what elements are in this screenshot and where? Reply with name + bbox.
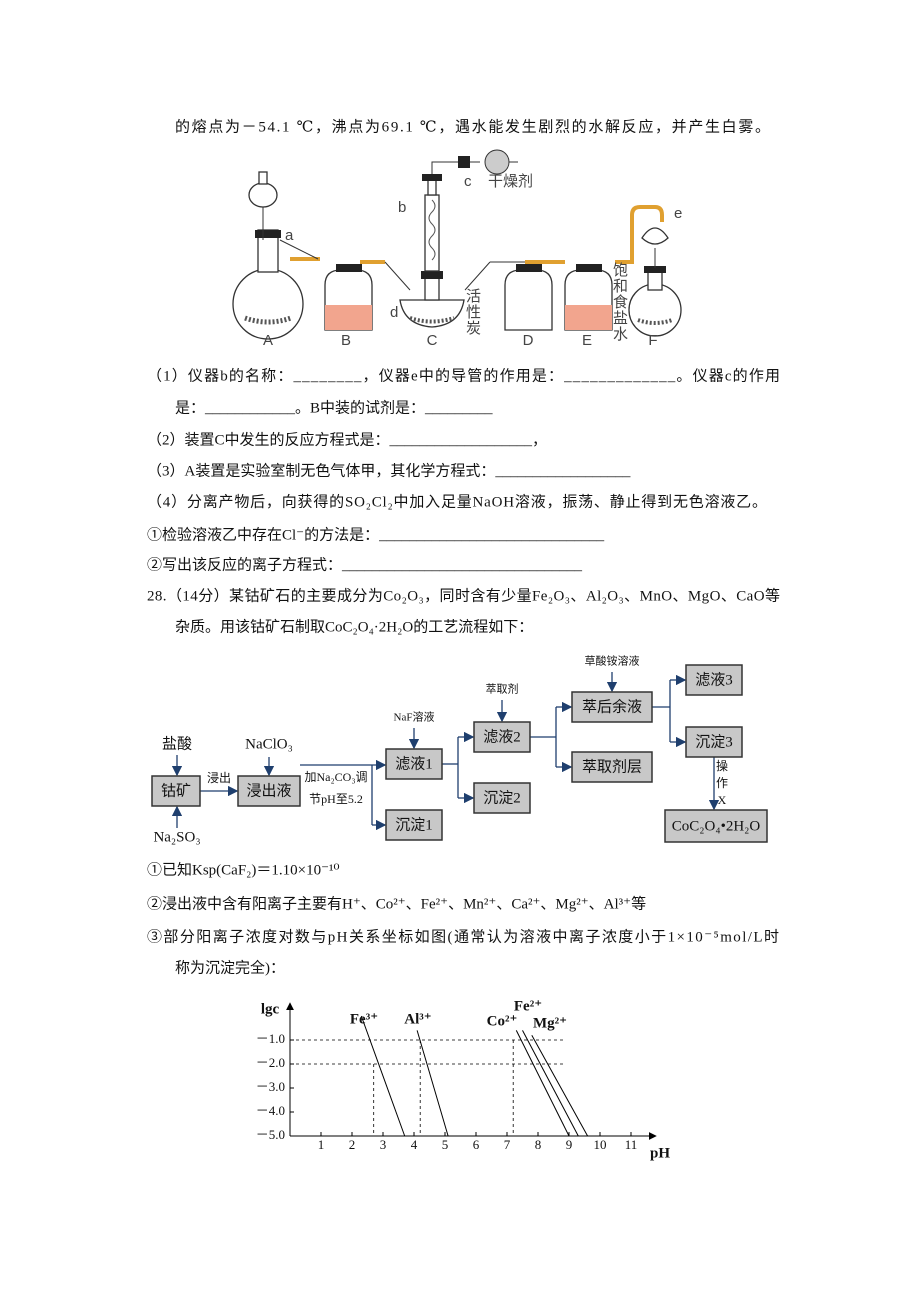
flow-node-label: 滤液3	[695, 671, 733, 688]
question-line: 是：____________。B中装的试剂是：_________	[175, 399, 493, 416]
flow-node-label: 沉淀3	[695, 733, 733, 750]
ion-label: Co²⁺	[487, 1013, 518, 1029]
ion-line	[360, 1015, 406, 1137]
ion-line	[531, 1034, 589, 1137]
y-tick-label: －2.0	[256, 1055, 285, 1070]
label-carbon: 性	[466, 304, 481, 321]
y-tick-label: －5.0	[256, 1127, 285, 1142]
y-tick-label: －1.0	[256, 1031, 285, 1046]
question-line: ②写出该反应的离子方程式：___________________________…	[147, 555, 583, 573]
label-b: b	[398, 199, 406, 216]
problem-line: 28.（14分）某钴矿石的主要成分为Co₂O₃，同时含有少量Fe₂O₃、Al₂O…	[147, 586, 780, 604]
x-tick-label: 5	[442, 1137, 449, 1152]
flow-node-label: CoC₂O₄•2H₂O	[672, 818, 761, 834]
flow-node	[151, 775, 201, 807]
x-tick-label: 9	[566, 1137, 573, 1152]
flowchart-arrows	[171, 672, 720, 831]
x-tick-label: 10	[594, 1137, 607, 1152]
note-line: ②浸出液中含有阳离子主要有H⁺、Co²⁺、Fe²⁺、Mn²⁺、Ca²⁺、Mg²⁺…	[147, 894, 646, 912]
ion-label: Mg²⁺	[533, 1015, 567, 1031]
x-tick-label: 2	[349, 1137, 356, 1152]
label-d: d	[390, 304, 398, 321]
x-tick-label: 8	[535, 1137, 542, 1152]
flow-node	[571, 751, 653, 783]
x-axis-label: pH	[650, 1145, 670, 1161]
question-line: ①检验溶液乙中存在Cl⁻的方法是：_______________________…	[147, 526, 605, 543]
step-label: 作	[716, 776, 728, 790]
unit-label: B	[341, 332, 351, 349]
unit-label: C	[427, 332, 438, 349]
label-drying-agent: 干燥剂	[488, 173, 533, 190]
flow-node	[685, 664, 743, 696]
flow-node	[571, 691, 653, 723]
unit-label: F	[648, 332, 657, 349]
flow-node	[237, 775, 301, 807]
flow-node	[664, 809, 768, 843]
x-tick-label: 11	[625, 1137, 638, 1152]
note-line: ③部分阳离子浓度对数与pH关系坐标如图(通常认为溶液中离子浓度小于1×10⁻⁵m…	[147, 928, 779, 945]
flow-node-label: 萃后余液	[582, 697, 642, 715]
x-tick-label: 7	[504, 1137, 511, 1152]
step-label: 节pH至5.2	[309, 792, 363, 806]
label-brine: 食	[613, 294, 628, 311]
reagent-label: 盐酸	[162, 735, 192, 752]
flow-node-label: 浸出液	[246, 782, 291, 799]
label-brine: 盐	[613, 310, 628, 327]
flow-node-label: 萃取剂层	[582, 758, 642, 775]
label-carbon: 活	[466, 288, 481, 305]
flow-node-label: 滤液2	[483, 728, 521, 745]
step-label: X	[718, 793, 727, 807]
label-carbon: 炭	[466, 320, 481, 337]
label-brine: 水	[613, 326, 628, 343]
flow-node-label: 钴矿	[161, 782, 191, 799]
step-label: 操	[716, 758, 728, 773]
x-tick-label: 4	[411, 1137, 418, 1152]
step-label: 加Na₂CO₃调	[304, 770, 367, 784]
unit-label: E	[582, 332, 592, 349]
question-line: （1）仪器b的名称：________，仪器e中的导管的作用是：_________…	[147, 367, 780, 384]
apparatus	[232, 149, 682, 340]
question-line: （3）A装置是实验室制无色气体甲，其化学方程式：________________…	[147, 462, 631, 479]
x-tick-label: 6	[473, 1137, 480, 1152]
x-tick-label: 1	[318, 1137, 325, 1152]
label-a: a	[285, 227, 294, 244]
label-brine: 饱	[613, 262, 628, 279]
note-line: 称为沉淀完全)：	[175, 958, 285, 976]
flow-node	[385, 748, 443, 780]
step-label: 浸出	[207, 771, 231, 785]
flow-node-label: 沉淀2	[483, 789, 521, 806]
flow-node	[473, 721, 531, 753]
question-line: （4）分离产物后，向获得的SO₂Cl₂中加入足量NaOH溶液，振荡、静止得到无色…	[147, 493, 767, 510]
ion-label: Fe²⁺	[514, 998, 542, 1014]
flow-node	[473, 782, 531, 814]
reagent-label: NaF溶液	[394, 710, 435, 724]
ion-line	[416, 1030, 449, 1137]
y-tick-label: －3.0	[256, 1079, 285, 1094]
y-axis-label: lgc	[261, 1001, 280, 1017]
unit-label: D	[523, 332, 534, 349]
note-line: ①已知Ksp(CaF₂)＝1.10×10⁻¹⁰	[147, 861, 340, 878]
flow-node	[385, 809, 443, 841]
flow-node-label: 沉淀1	[395, 816, 433, 833]
label-e: e	[674, 205, 682, 222]
question-line: （2）装置C中发生的反应方程式是：___________________，	[147, 430, 547, 448]
ion-line	[515, 1030, 570, 1137]
problem-line: 杂质。用该钴矿石制取CoC₂O₄·2H₂O的工艺流程如下：	[175, 618, 533, 635]
ion-label: Al³⁺	[404, 1011, 431, 1027]
intro-text: 的熔点为－54.1 ℃，沸点为69.1 ℃，遇水能发生剧烈的水解反应，并产生白雾…	[175, 117, 770, 135]
y-tick-label: －4.0	[256, 1103, 285, 1118]
unit-label: A	[263, 332, 273, 349]
flow-node	[685, 726, 743, 758]
reagent-label: Na₂SO₃	[153, 829, 200, 845]
ion-line	[522, 1030, 579, 1137]
reagent-label: 萃取剂	[486, 682, 519, 696]
reagent-label: 草酸铵溶液	[585, 654, 640, 668]
ion-label: Fe³⁺	[350, 1011, 378, 1027]
label-brine: 和	[613, 278, 628, 295]
label-c: c	[464, 173, 472, 190]
x-tick-label: 3	[380, 1137, 387, 1152]
flow-node-label: 滤液1	[395, 755, 433, 772]
reagent-label: NaClO₃	[245, 736, 293, 752]
